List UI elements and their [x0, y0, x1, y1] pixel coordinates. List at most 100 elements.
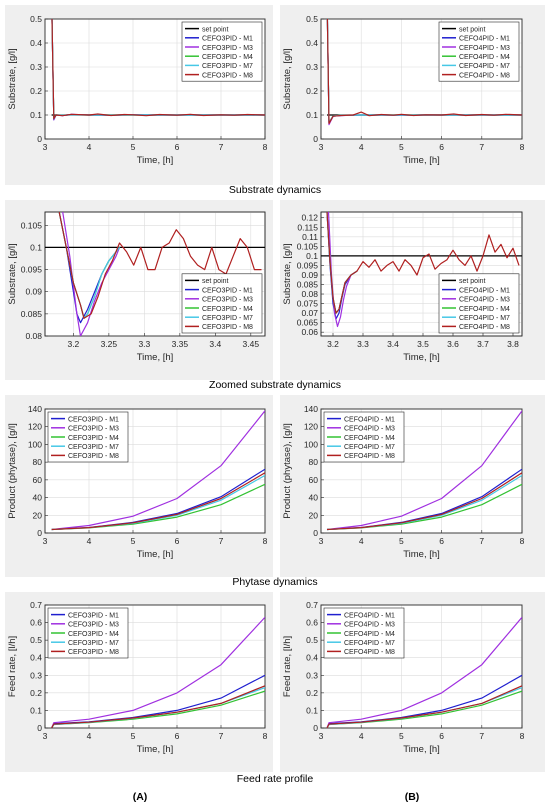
legend-entry: CEFO4PID - M4	[344, 435, 395, 442]
legend-entry: CEFO3PID - M4	[68, 435, 119, 442]
series-line-CEFO4PID---M8	[326, 472, 522, 531]
y-tick-label: 0.095	[297, 260, 319, 270]
y-tick-label: 0.7	[306, 600, 318, 610]
x-tick-label: 3.5	[417, 339, 429, 349]
y-tick-label: 120	[304, 422, 318, 432]
legend-entry: CEFO3PID - M7	[202, 315, 253, 322]
legend-entry: CEFO4PID - M8	[459, 72, 510, 79]
legend-entry: CEFO4PID - M4	[459, 54, 510, 61]
legend-entry: CEFO4PID - M1	[459, 36, 510, 43]
y-axis-label: Substrate, [g/l]	[282, 48, 293, 109]
y-axis-label: Product (phytase), [g/l]	[7, 423, 18, 519]
y-tick-label: 100	[304, 439, 318, 449]
y-tick-label: 0	[313, 528, 318, 538]
x-tick-label: 3.25	[101, 339, 118, 349]
y-tick-label: 0.08	[25, 331, 42, 341]
y-tick-label: 0.2	[306, 688, 318, 698]
legend-entry: CEFO3PID - M7	[68, 640, 119, 647]
legend-entry: CEFO3PID - M3	[202, 45, 253, 52]
y-tick-label: 80	[33, 457, 43, 467]
y-tick-label: 0.4	[30, 38, 42, 48]
x-tick-label: 3	[319, 142, 324, 152]
plot-frame	[44, 408, 266, 534]
y-tick-label: 0.095	[21, 265, 43, 275]
y-tick-label: 60	[33, 475, 43, 485]
legend-box	[181, 273, 263, 334]
x-tick-label: 8	[520, 731, 525, 741]
x-tick-label: 7	[479, 142, 484, 152]
y-tick-label: 0.4	[30, 653, 42, 663]
x-axis-label: Time, [h]	[137, 352, 174, 363]
legend-entry: CEFO3PID - M1	[202, 287, 253, 294]
legend-entry: CEFO4PID - M4	[459, 306, 510, 313]
y-axis-label: Product (phytase), [g/l]	[282, 423, 293, 519]
x-tick-label: 4	[87, 142, 92, 152]
y-tick-label: 20	[309, 510, 319, 520]
legend-entry: CEFO3PID - M8	[68, 453, 119, 460]
series-line-CEFO4PID---M8	[326, 19, 522, 125]
series-group	[326, 19, 522, 126]
legend-entry: CEFO3PID - M7	[202, 63, 253, 70]
series-group	[51, 410, 265, 531]
y-tick-label: 0	[37, 134, 42, 144]
y-tick-label: 0.065	[297, 318, 319, 328]
x-tick-label: 5	[131, 536, 136, 546]
x-tick-label: 7	[219, 536, 224, 546]
plot-frame	[320, 408, 523, 534]
legend-entry: CEFO3PID - M8	[202, 324, 253, 331]
y-tick-label: 0.4	[306, 38, 318, 48]
caption-4: Feed rate profile	[237, 773, 314, 785]
legend-entry: CEFO4PID - M4	[344, 631, 395, 638]
x-tick-label: 3.6	[447, 339, 459, 349]
legend-entry: CEFO4PID - M3	[344, 426, 395, 433]
y-tick-label: 0.085	[297, 279, 319, 289]
series-group	[51, 616, 265, 728]
x-axis-label: Time, [h]	[137, 155, 174, 166]
x-axis-label: Time, [h]	[137, 549, 174, 560]
y-tick-label: 0.1	[30, 705, 42, 715]
x-tick-label: 8	[263, 731, 268, 741]
x-tick-label: 3.35	[172, 339, 189, 349]
x-tick-label: 3.4	[387, 339, 399, 349]
legend-entry: CEFO3PID - M8	[202, 72, 253, 79]
legend-entry: CEFO3PID - M3	[202, 297, 253, 304]
legend-entry: CEFO3PID - M7	[68, 444, 119, 451]
legend-entry: CEFO4PID - M8	[459, 324, 510, 331]
legend: set point CEFO3PID - M1 CEFO3PID - M3 CEFO3…	[181, 21, 263, 82]
y-tick-label: 60	[309, 475, 319, 485]
y-tick-label: 0.6	[306, 618, 318, 628]
chart-feed_A: 3 4 5 6 7 8 0 0.1 0.2 0.3 0.4 0.5 0.6 0.7 Time, [h] Fee…	[5, 592, 273, 772]
y-axis-label: Substrate, [g/l]	[7, 243, 18, 304]
x-tick-label: 5	[399, 731, 404, 741]
y-tick-label: 0	[37, 528, 42, 538]
series-line-CEFO3PID---M8	[51, 472, 265, 531]
legend-entry: CEFO3PID - M4	[68, 631, 119, 638]
x-tick-label: 4	[359, 536, 364, 546]
legend-entry: set point	[459, 26, 486, 33]
y-tick-label: 0.3	[30, 670, 42, 680]
x-tick-label: 4	[87, 536, 92, 546]
x-tick-label: 3.3	[357, 339, 369, 349]
y-tick-label: 20	[33, 510, 43, 520]
y-tick-label: 0.115	[297, 222, 318, 232]
legend: CEFO4PID - M1 CEFO4PID - M3 CEFO4PID - M4 C…	[323, 607, 405, 659]
x-tick-label: 5	[131, 142, 136, 152]
legend-entry: CEFO3PID - M3	[68, 426, 119, 433]
y-tick-label: 0.5	[306, 14, 318, 24]
legend-entry: set point	[202, 26, 229, 33]
y-tick-label: 140	[28, 404, 42, 414]
x-tick-label: 6	[175, 536, 180, 546]
column-label-a: (A)	[133, 791, 148, 803]
x-tick-label: 8	[263, 142, 268, 152]
y-tick-label: 0.5	[30, 635, 42, 645]
chart-sub_B: 3 4 5 6 7 8 0 0.1 0.2 0.3 0.4 0.5 Time, [h] Substrate…	[280, 5, 545, 185]
x-tick-label: 3.4	[209, 339, 221, 349]
y-tick-label: 80	[309, 457, 319, 467]
series-line-CEFO3PID---M8	[51, 685, 265, 728]
series-group	[321, 212, 522, 328]
y-tick-label: 0.2	[30, 86, 42, 96]
legend-entry: CEFO3PID - M1	[68, 416, 119, 423]
